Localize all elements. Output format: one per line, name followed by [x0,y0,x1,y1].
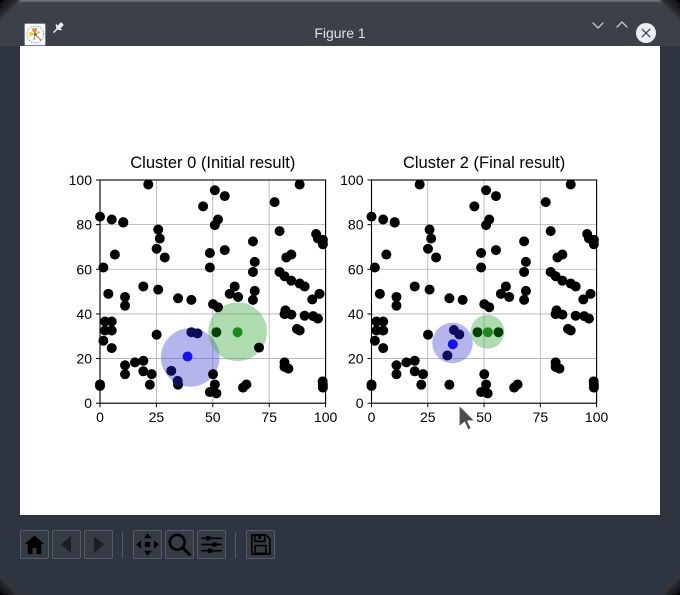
svg-text:40: 40 [76,306,92,322]
svg-text:100: 100 [69,172,93,188]
svg-text:25: 25 [420,409,436,425]
svg-text:80: 80 [76,217,92,233]
svg-text:100: 100 [314,409,338,425]
svg-text:50: 50 [205,409,221,425]
svg-text:Cluster 2 (Final result): Cluster 2 (Final result) [403,154,565,172]
svg-text:25: 25 [149,409,165,425]
svg-text:20: 20 [348,351,364,367]
svg-text:100: 100 [340,172,364,188]
svg-text:75: 75 [533,409,549,425]
svg-text:0: 0 [84,395,92,411]
svg-text:0: 0 [368,409,376,425]
svg-text:20: 20 [76,351,92,367]
svg-text:60: 60 [76,261,92,277]
svg-text:80: 80 [348,217,364,233]
svg-text:0: 0 [96,409,104,425]
svg-text:Cluster 0 (Initial result): Cluster 0 (Initial result) [130,154,295,172]
svg-text:60: 60 [348,261,364,277]
svg-text:100: 100 [585,409,609,425]
svg-text:75: 75 [261,409,277,425]
svg-text:40: 40 [348,306,364,322]
svg-text:0: 0 [356,395,364,411]
